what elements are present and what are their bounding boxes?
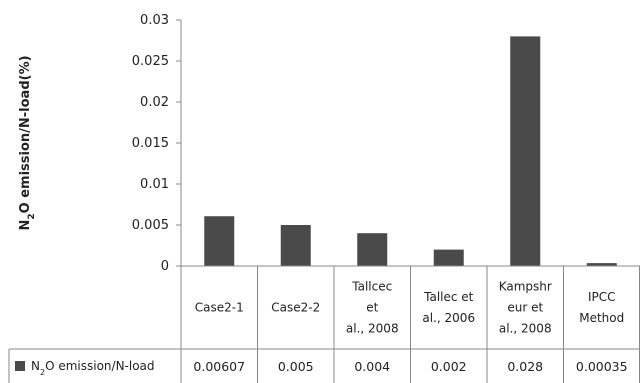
data-value-label: 0.005 — [278, 359, 314, 374]
series-name: N2O emission/N-load — [31, 359, 155, 377]
category-label: Tallcec — [351, 280, 392, 294]
y-axis-label: N2O emission/N-load(%) — [18, 55, 37, 230]
y-tick-label: 0.01 — [140, 177, 169, 192]
category-label: al., 2006 — [422, 311, 475, 325]
y-tick-label: 0.03 — [140, 13, 169, 28]
data-value-label: 0.00035 — [576, 359, 628, 374]
data-value-label: 0.00607 — [193, 359, 245, 374]
y-tick-label: 0 — [161, 259, 169, 274]
category-label: Kampshr — [499, 280, 552, 294]
data-value-label: 0.028 — [507, 359, 543, 374]
data-value-label: 0.002 — [431, 359, 467, 374]
y-tick-label: 0.015 — [132, 136, 169, 151]
bar — [204, 216, 235, 266]
category-label: Case2-2 — [271, 301, 320, 315]
category-label: eur et — [507, 301, 543, 315]
bar — [586, 263, 617, 266]
category-label: Case2-1 — [195, 301, 244, 315]
category-label: al., 2008 — [499, 322, 552, 336]
category-label: Method — [579, 311, 624, 325]
category-label: al., 2008 — [346, 322, 399, 336]
legend-key — [15, 361, 25, 371]
y-tick-label: 0.025 — [132, 54, 169, 69]
bar — [357, 233, 388, 266]
y-tick-label: 0.005 — [132, 218, 169, 233]
bar — [280, 225, 311, 266]
data-table: Case2-1 Case2-2 Tallcec et al., 2008 Tallec e… — [8, 265, 640, 383]
category-label: IPCC — [588, 290, 616, 304]
category-label: Tallec et — [423, 290, 474, 304]
plot-area — [204, 36, 617, 267]
y-tick-label: 0.02 — [140, 95, 169, 110]
data-value-label: 0.004 — [354, 359, 390, 374]
bar — [433, 249, 464, 266]
bar — [510, 36, 541, 267]
category-label: et — [366, 301, 378, 315]
y-axis: 0 0.005 0.01 0.015 0.02 0.025 0.03 — [132, 13, 182, 274]
y-axis-title: N2O emission/N-load(%) — [18, 55, 37, 230]
